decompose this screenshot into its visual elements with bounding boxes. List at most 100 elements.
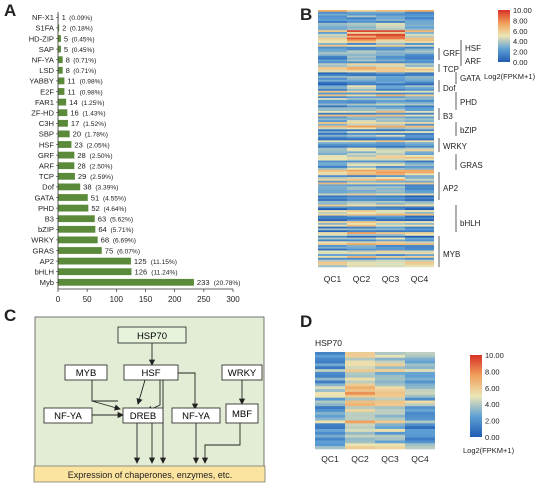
heatmap-cell xyxy=(375,431,405,436)
heatmap-cell xyxy=(405,363,435,367)
percent-label: (1.52%) xyxy=(83,121,106,128)
heatmap-cell xyxy=(318,219,347,222)
heatmap-cell xyxy=(376,41,405,44)
heatmap-cell xyxy=(405,33,434,36)
heatmap-cell xyxy=(315,417,345,421)
heatmap-cell xyxy=(405,265,434,268)
heatmap-cell xyxy=(318,136,347,139)
heatmap-cell xyxy=(405,434,435,438)
x-tick-label: 300 xyxy=(226,295,240,304)
value-label: 16 xyxy=(70,109,78,118)
colorbar-tick-label: 8.00 xyxy=(513,16,528,25)
heatmap-cell xyxy=(375,429,405,433)
heatmap-cell xyxy=(405,90,434,93)
heatmap-cell xyxy=(375,380,405,384)
column-label: QC4 xyxy=(411,454,429,464)
heatmap-cell xyxy=(405,107,434,110)
heatmap-cell xyxy=(405,11,434,14)
heatmap-cell xyxy=(376,226,405,229)
column-label: QC2 xyxy=(351,454,369,464)
heatmap-cell xyxy=(347,39,376,42)
regulatory-edges xyxy=(91,343,246,464)
category-label: WRKY xyxy=(31,236,54,245)
heatmap-cell xyxy=(347,259,376,262)
heatmap-cell xyxy=(405,121,434,125)
heatmap-cell xyxy=(345,409,375,413)
heatmap-cell xyxy=(315,391,345,396)
heatmap-cell xyxy=(375,417,405,421)
heatmap-cell xyxy=(318,59,347,62)
heatmap-cell xyxy=(376,107,405,110)
heatmap-cell xyxy=(376,110,405,114)
heatmap-cell xyxy=(405,199,434,202)
heatmap-cell xyxy=(315,411,345,416)
heatmap-cell xyxy=(405,68,434,71)
heatmap-cell xyxy=(347,66,376,70)
heatmap-cell xyxy=(318,206,347,209)
heatmap-cell xyxy=(376,55,405,59)
heatmap-cell xyxy=(347,28,376,31)
heatmap-cell xyxy=(347,114,376,117)
heatmap-cell xyxy=(347,222,376,226)
heatmap-cell xyxy=(315,431,345,436)
heatmap-cell xyxy=(376,171,405,174)
panel-label-d: D xyxy=(300,312,313,331)
heatmap-cell xyxy=(318,85,347,88)
heatmap-cell xyxy=(405,134,434,137)
heatmap-cell xyxy=(345,389,375,393)
heatmap-cell xyxy=(376,72,405,75)
heatmap-cell xyxy=(376,33,405,36)
heatmap-cell xyxy=(318,92,347,95)
heatmap-cell xyxy=(345,377,375,381)
heatmap-cell xyxy=(375,386,405,390)
heatmap-cell xyxy=(347,30,376,33)
heatmap-cell xyxy=(315,374,345,378)
heatmap-cell xyxy=(376,232,405,235)
category-label: FAR1 xyxy=(35,98,54,107)
heatmap-cell xyxy=(318,145,347,148)
heatmap-cell xyxy=(318,217,347,220)
heatmap-cell xyxy=(376,261,405,264)
heatmap-cell xyxy=(405,50,434,53)
heatmap-cell xyxy=(376,177,405,180)
heatmap-cell xyxy=(405,210,434,213)
heatmap-cell xyxy=(347,87,376,90)
heatmap-cell xyxy=(376,103,405,106)
heatmap-cell xyxy=(347,142,376,145)
heatmap-cell xyxy=(345,360,375,364)
heatmap-cell xyxy=(405,112,434,115)
heatmap-cell xyxy=(318,15,347,18)
column-label: QC3 xyxy=(382,274,400,284)
heatmap-cell xyxy=(405,166,434,169)
heatmap-cell xyxy=(405,232,434,235)
family-label: GRF xyxy=(443,49,460,58)
heatmap-cell xyxy=(375,403,405,407)
heatmap-cell xyxy=(318,195,347,198)
heatmap-cell xyxy=(347,99,376,103)
nfya-left-box xyxy=(43,407,93,424)
category-label: NF-YA xyxy=(32,56,55,65)
heatmap-cell xyxy=(405,105,434,108)
heatmap-cell xyxy=(376,184,405,187)
heatmap-cell xyxy=(347,149,376,152)
heatmap-cell xyxy=(347,134,376,137)
heatmap-cell xyxy=(376,219,405,222)
heatmap-cell xyxy=(405,153,434,156)
category-label: B3 xyxy=(45,215,54,224)
heatmap-cell xyxy=(318,199,347,202)
heatmap-cell xyxy=(405,44,434,48)
heatmap-cell xyxy=(347,232,376,235)
heatmap-cell xyxy=(347,121,376,125)
colorbar-tick-label: 4.00 xyxy=(513,37,528,46)
value-label: 5 xyxy=(64,34,68,43)
heatmap-cell xyxy=(315,426,345,430)
heatmap-cell xyxy=(318,52,347,55)
heatmap-cell xyxy=(347,15,376,18)
heatmap-cell xyxy=(405,193,434,196)
heatmap-cell xyxy=(376,98,405,101)
percent-label: (2.59%) xyxy=(90,174,113,181)
heatmap-cell xyxy=(405,354,435,359)
heatmap-cell xyxy=(318,180,347,183)
heatmap-cell xyxy=(376,11,405,14)
